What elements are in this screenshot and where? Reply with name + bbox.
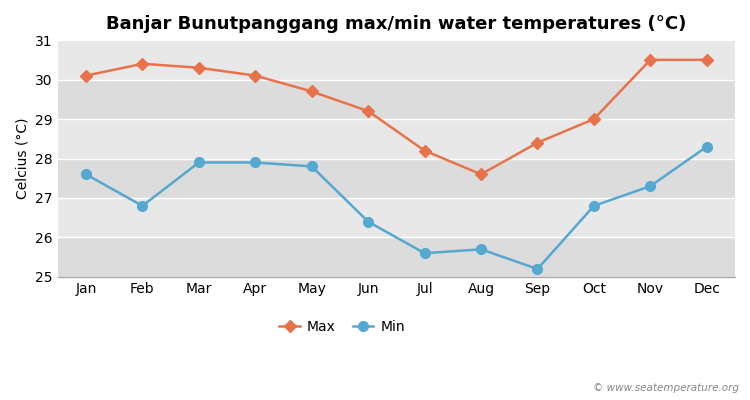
Max <box>138 61 147 66</box>
Min <box>194 160 203 165</box>
Max <box>194 65 203 70</box>
Max <box>82 73 91 78</box>
Max <box>533 140 542 145</box>
Max <box>308 89 316 94</box>
Min <box>590 204 598 208</box>
Bar <box>58 158 735 198</box>
Y-axis label: Celcius (°C): Celcius (°C) <box>15 118 29 199</box>
Min <box>251 160 260 165</box>
Max <box>590 117 598 122</box>
Text: © www.seatemperature.org: © www.seatemperature.org <box>592 383 739 393</box>
Min <box>420 251 429 256</box>
Min <box>533 267 542 272</box>
Legend: Max, Min: Max, Min <box>274 315 410 340</box>
Min <box>364 219 373 224</box>
Min <box>138 204 147 208</box>
Title: Banjar Bunutpanggang max/min water temperatures (°C): Banjar Bunutpanggang max/min water tempe… <box>106 15 686 33</box>
Min <box>82 172 91 177</box>
Max <box>420 148 429 153</box>
Bar <box>58 80 735 119</box>
Line: Min: Min <box>81 142 712 274</box>
Bar <box>58 40 735 80</box>
Line: Max: Max <box>82 56 711 178</box>
Bar <box>58 238 735 277</box>
Max <box>364 109 373 114</box>
Max <box>646 58 655 62</box>
Min <box>702 144 711 149</box>
Bar <box>58 119 735 158</box>
Max <box>476 172 485 177</box>
Max <box>251 73 260 78</box>
Min <box>308 164 316 169</box>
Bar <box>58 198 735 238</box>
Min <box>476 247 485 252</box>
Max <box>702 58 711 62</box>
Min <box>646 184 655 188</box>
